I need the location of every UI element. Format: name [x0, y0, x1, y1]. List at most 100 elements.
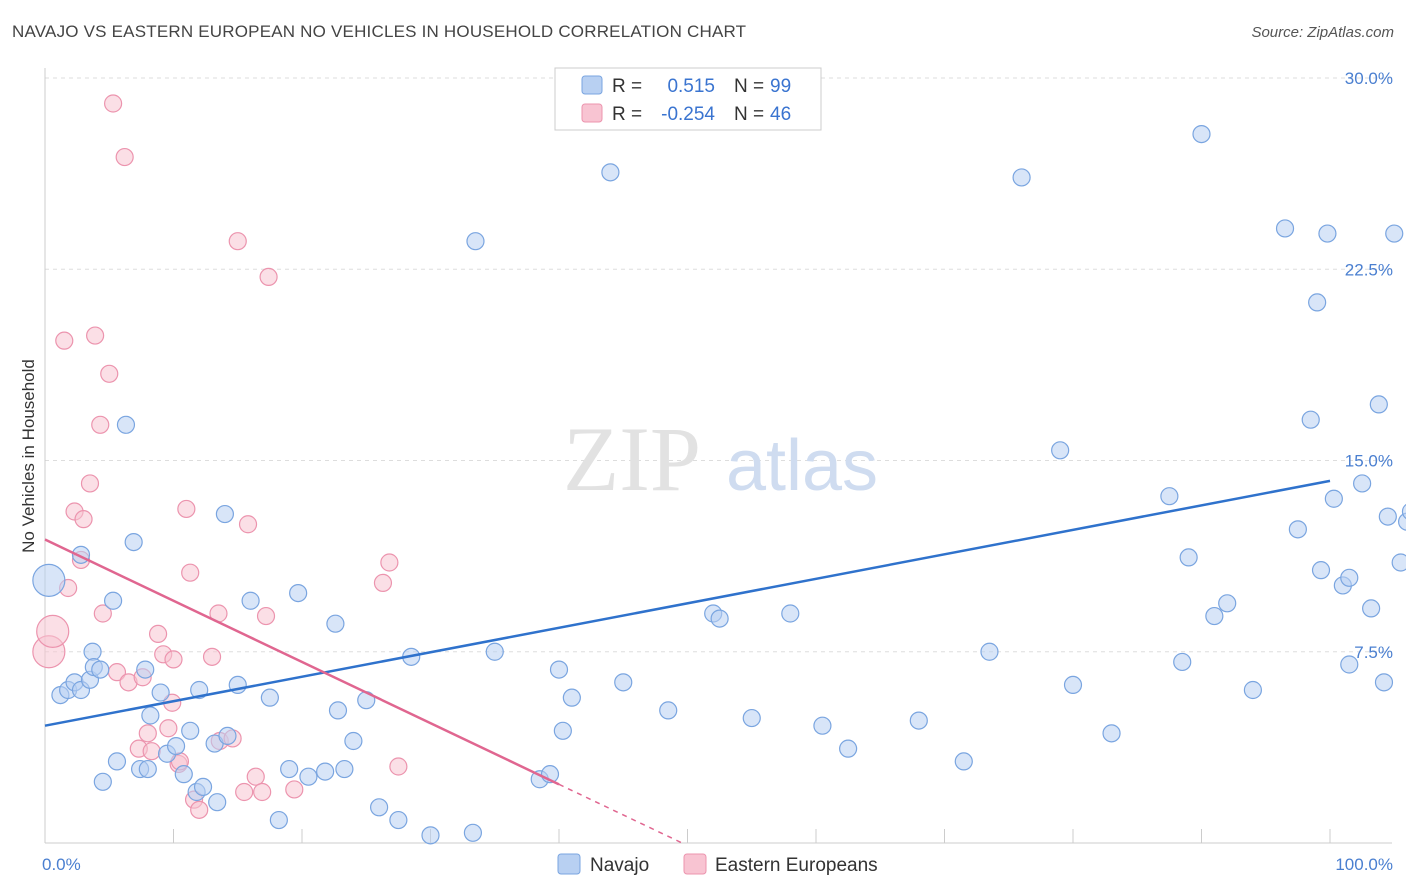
- data-point: [1102, 724, 1121, 743]
- data-point: [1340, 568, 1359, 587]
- data-point: [193, 777, 213, 797]
- data-point: [344, 731, 363, 751]
- data-point: [1340, 655, 1359, 674]
- data-point: [380, 553, 399, 572]
- data-point: [1385, 224, 1404, 243]
- data-point: [659, 701, 678, 720]
- data-point: [1218, 594, 1237, 613]
- data-point: [215, 504, 234, 524]
- data-point: [1160, 487, 1179, 506]
- data-point: [373, 573, 393, 593]
- data-point: [246, 767, 265, 786]
- data-point: [253, 782, 272, 802]
- data-point: [370, 798, 389, 817]
- data-point: [1301, 410, 1320, 429]
- data-point: [549, 660, 569, 679]
- data-point: [1205, 606, 1224, 626]
- data-point: [181, 721, 200, 740]
- y-tick-label: 15.0%: [1345, 452, 1393, 471]
- bottom-legend: Navajo Eastern Europeans: [557, 853, 878, 876]
- data-point: [1318, 224, 1337, 243]
- data-point: [174, 765, 193, 784]
- y-tick-label: 30.0%: [1345, 69, 1393, 88]
- data-point: [202, 647, 222, 666]
- data-point: [115, 147, 134, 167]
- data-point: [55, 331, 74, 350]
- data-point: [159, 719, 178, 738]
- data-point: [1308, 293, 1327, 312]
- legend-ee-r-label: R =: [612, 104, 642, 125]
- data-point: [562, 688, 581, 707]
- y-tick-label: 7.5%: [1354, 643, 1393, 662]
- data-point: [389, 757, 408, 776]
- x-tick-label: 0.0%: [42, 855, 81, 874]
- data-point: [91, 415, 110, 434]
- bottom-legend-swatch-navajo: [557, 853, 581, 875]
- data-point: [1311, 561, 1331, 580]
- data-point: [208, 793, 227, 812]
- data-point: [269, 810, 288, 830]
- legend-ee-r-value: -0.254: [661, 104, 715, 125]
- data-point: [190, 800, 209, 819]
- y-axis-title: No Vehicles in Household: [19, 359, 38, 553]
- data-point: [1391, 553, 1406, 572]
- data-point: [136, 660, 155, 679]
- legend-ee-n-label: N =: [734, 104, 764, 125]
- bottom-legend-ee-label: Eastern Europeans: [715, 855, 878, 876]
- data-point: [316, 762, 335, 781]
- data-point: [241, 591, 260, 610]
- data-point: [463, 823, 483, 842]
- data-point: [86, 326, 105, 345]
- legend-navajo-r-label: R =: [612, 76, 642, 97]
- data-point: [228, 232, 247, 251]
- data-point: [259, 267, 278, 286]
- data-point: [421, 826, 440, 845]
- data-point: [335, 759, 354, 779]
- data-point: [781, 604, 800, 623]
- data-point: [280, 759, 299, 779]
- data-point: [1378, 507, 1397, 526]
- data-point: [141, 706, 160, 725]
- data-point: [164, 650, 183, 669]
- watermark: ZIP atlas: [563, 408, 878, 510]
- data-point: [238, 515, 258, 534]
- data-point: [83, 642, 102, 661]
- data-point: [1243, 680, 1263, 700]
- legend-swatch-ee: [581, 103, 603, 123]
- navajo-trend-line: [44, 479, 1331, 727]
- data-point: [177, 499, 196, 519]
- data-point: [1012, 168, 1031, 187]
- legend-swatch-navajo: [581, 75, 603, 95]
- data-point: [909, 711, 928, 730]
- data-point: [553, 721, 572, 740]
- data-point: [1179, 548, 1198, 567]
- data-point: [107, 752, 127, 771]
- data-point: [813, 716, 832, 735]
- navajo-points: [32, 125, 1406, 845]
- data-point: [142, 742, 161, 761]
- data-point: [1324, 489, 1343, 508]
- data-point: [1369, 395, 1388, 414]
- data-point: [1401, 503, 1406, 520]
- data-point: [138, 724, 157, 743]
- chart-source: Source: ZipAtlas.com: [1251, 24, 1394, 41]
- legend-ee-n-value: 46: [770, 104, 791, 125]
- data-point: [104, 591, 123, 610]
- data-point: [289, 583, 308, 603]
- chart-title: NAVAJO VS EASTERN EUROPEAN NO VEHICLES I…: [12, 22, 747, 41]
- top-legend: R = 0.515 N = 99 R = -0.254 N = 46: [554, 67, 822, 131]
- data-point: [980, 642, 999, 661]
- data-point: [151, 683, 170, 702]
- data-point: [74, 510, 93, 529]
- data-point: [1192, 125, 1211, 144]
- data-point: [299, 767, 318, 786]
- x-tick-label: 100.0%: [1335, 855, 1393, 874]
- data-point: [93, 772, 112, 791]
- legend-navajo-r-value: 0.515: [667, 76, 715, 97]
- data-point: [100, 364, 119, 383]
- data-point: [485, 642, 504, 661]
- data-point: [601, 163, 620, 182]
- trend-lines: [44, 479, 1331, 844]
- data-point: [32, 563, 66, 597]
